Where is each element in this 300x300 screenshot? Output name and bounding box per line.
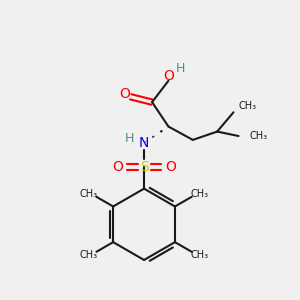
Text: H: H <box>125 132 134 145</box>
Text: O: O <box>119 87 130 101</box>
Text: H: H <box>176 62 186 75</box>
Text: CH₃: CH₃ <box>239 101 257 111</box>
Text: O: O <box>165 160 176 174</box>
Text: CH₃: CH₃ <box>79 188 97 199</box>
Text: CH₃: CH₃ <box>250 131 268 141</box>
Text: N: N <box>139 136 149 150</box>
Text: CH₃: CH₃ <box>191 250 209 260</box>
Text: CH₃: CH₃ <box>191 188 209 199</box>
Text: S: S <box>140 160 148 174</box>
Text: O: O <box>163 69 174 83</box>
Text: CH₃: CH₃ <box>79 250 97 260</box>
Text: O: O <box>112 160 123 174</box>
